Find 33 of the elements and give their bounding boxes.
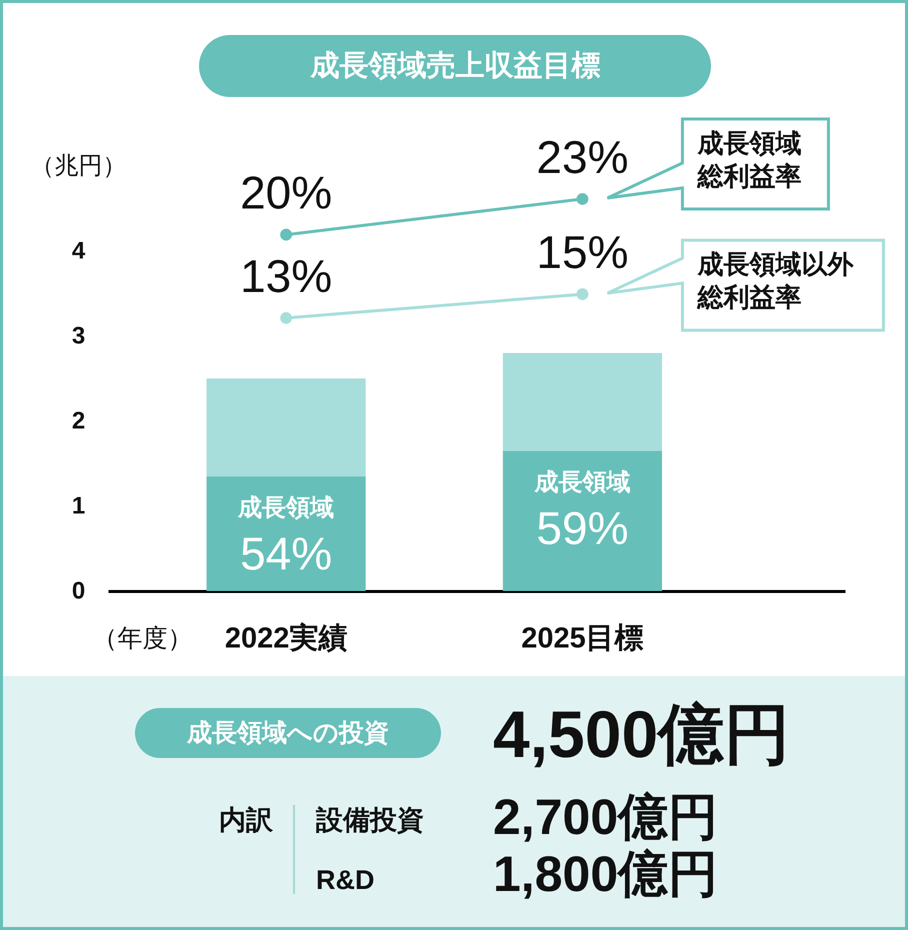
text: 1,800億円 <box>493 846 718 902</box>
point <box>576 193 588 205</box>
data-label: 23% <box>536 131 628 183</box>
y-tick-label: 1 <box>72 492 86 520</box>
text: 設備投資 <box>315 805 424 835</box>
x-axis-title: （年度） <box>92 624 192 652</box>
y-tick-label: 4 <box>72 238 86 264</box>
text: 成長領域総利益率 <box>696 128 802 191</box>
y-tick-label: 2 <box>72 408 86 434</box>
y-tick-label: （兆円） <box>30 152 126 180</box>
point <box>280 228 292 241</box>
bar <box>206 378 366 476</box>
data-label: 13% <box>240 250 332 302</box>
text: 成長領域 <box>534 468 630 496</box>
text: 4,500億円 <box>493 697 790 771</box>
text: 成長領域への投資 <box>186 719 389 747</box>
data-label: 20% <box>240 166 332 219</box>
chart-title: 成長領域売上収益目標 <box>310 50 600 82</box>
point <box>576 288 588 300</box>
text: 内訳 <box>219 805 274 835</box>
text: R&D <box>316 865 374 895</box>
data-label: 15% <box>536 226 628 278</box>
x-tick-label: 2022実績 <box>224 622 348 654</box>
annotation: 59% <box>536 502 628 554</box>
point <box>280 312 292 324</box>
y-tick-label: 0 <box>72 578 86 604</box>
text: 2,700億円 <box>493 789 718 845</box>
text: 成長領域以外総利益率 <box>696 249 854 312</box>
x-tick-label: 2025目標 <box>521 622 644 654</box>
bar <box>502 353 662 451</box>
annotation: 54% <box>240 527 332 580</box>
y-tick-label: 3 <box>72 322 86 350</box>
series-label: 成長領域 <box>237 494 334 522</box>
